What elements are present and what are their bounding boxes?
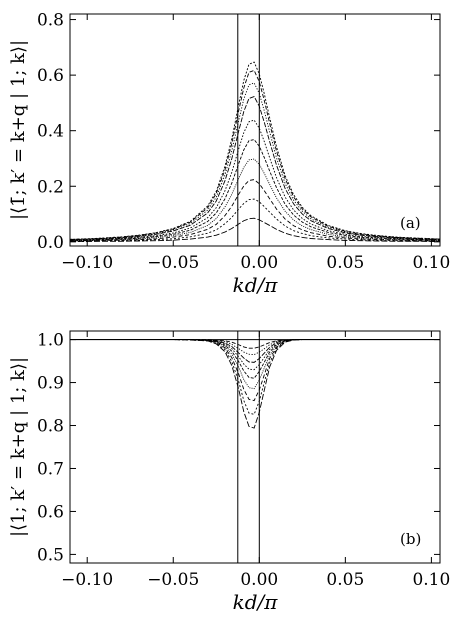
panel-b-xtick-label: 0.10 bbox=[412, 570, 450, 590]
panel-a-series-5 bbox=[69, 119, 441, 241]
panel-b-ytick-label: 1.0 bbox=[37, 331, 64, 351]
panel-b: −0.10 −0.05 0.00 0.05 0.10 0.5 0.6 0.7 0.8 0.9 1.… bbox=[8, 330, 450, 614]
panel-a-x-axis-label: kd/π bbox=[233, 273, 279, 297]
panel-a-ytick-label: 0.6 bbox=[37, 66, 64, 86]
panel-a-xtick-label: 0.10 bbox=[412, 253, 450, 273]
panel-a-series-6 bbox=[69, 139, 441, 241]
panel-a: −0.10 −0.05 0.00 0.05 0.10 0.0 0.2 0.4 0.6 0.8 (… bbox=[8, 11, 450, 297]
panel-a-y-ticks: 0.0 0.2 0.4 0.6 0.8 bbox=[37, 11, 440, 253]
panel-b-tag: (b) bbox=[400, 530, 421, 548]
panel-a-xtick-label: 0.00 bbox=[240, 253, 278, 273]
panel-a-vertical-lines bbox=[237, 14, 260, 246]
panel-a-series-2 bbox=[69, 69, 441, 240]
panel-b-xtick-label: 0.05 bbox=[326, 570, 364, 590]
panel-a-tag: (a) bbox=[400, 214, 421, 232]
panel-a-ytick-label: 0.8 bbox=[37, 11, 64, 31]
panel-a-ytick-label: 0.2 bbox=[37, 177, 64, 197]
panel-b-series-7 bbox=[70, 339, 440, 390]
panel-a-ytick-label: 0.0 bbox=[37, 233, 64, 253]
panel-b-x-ticks: −0.10 −0.05 0.00 0.05 0.10 bbox=[61, 331, 450, 590]
panel-b-xtick-label: −0.10 bbox=[61, 570, 113, 590]
panel-b-curves bbox=[70, 339, 440, 429]
panel-a-frame bbox=[69, 13, 441, 247]
panel-b-frame bbox=[69, 330, 441, 564]
panel-b-ytick-label: 0.8 bbox=[37, 417, 64, 437]
panel-a-series-7 bbox=[69, 158, 441, 242]
panel-a-x-ticks: −0.10 −0.05 0.00 0.05 0.10 bbox=[61, 14, 450, 273]
panel-b-ytick-label: 0.5 bbox=[37, 545, 64, 565]
panel-b-vertical-lines bbox=[237, 331, 260, 563]
panel-a-xtick-label: −0.10 bbox=[61, 253, 113, 273]
panel-a-xtick-label: −0.05 bbox=[147, 253, 199, 273]
panel-a-ytick-label: 0.4 bbox=[37, 122, 64, 142]
panel-b-series-2 bbox=[70, 339, 440, 349]
panel-a-series-3 bbox=[69, 82, 441, 241]
panel-b-xtick-label: −0.05 bbox=[147, 570, 199, 590]
panel-b-series-5 bbox=[70, 339, 440, 371]
panel-b-ytick-label: 0.7 bbox=[37, 459, 64, 479]
panel-a-series-4 bbox=[69, 95, 441, 241]
panel-a-curves bbox=[69, 61, 441, 243]
panel-b-series-4 bbox=[70, 339, 440, 363]
panel-b-ytick-label: 0.9 bbox=[37, 374, 64, 394]
panel-b-y-ticks: 0.5 0.6 0.7 0.8 0.9 1.0 bbox=[37, 331, 440, 565]
panel-b-series-6 bbox=[70, 339, 440, 379]
panel-a-series-1 bbox=[69, 61, 441, 240]
panel-a-series-9 bbox=[69, 198, 441, 242]
panel-b-series-8 bbox=[70, 339, 440, 402]
panel-b-series-10 bbox=[70, 339, 440, 429]
panel-b-x-axis-label: kd/π bbox=[233, 590, 279, 614]
panel-a-y-axis-label: |⟨1̄; k′ = k+q | 1; k⟩| bbox=[8, 40, 29, 220]
panel-b-xtick-label: 0.00 bbox=[240, 570, 278, 590]
panel-b-y-axis-label: |⟨1; k′ = k+q | 1; k⟩| bbox=[8, 357, 29, 537]
panel-b-series-3 bbox=[70, 339, 440, 356]
panel-a-series-8 bbox=[69, 179, 441, 242]
panel-a-xtick-label: 0.05 bbox=[326, 253, 364, 273]
panel-b-ytick-label: 0.6 bbox=[37, 502, 64, 522]
